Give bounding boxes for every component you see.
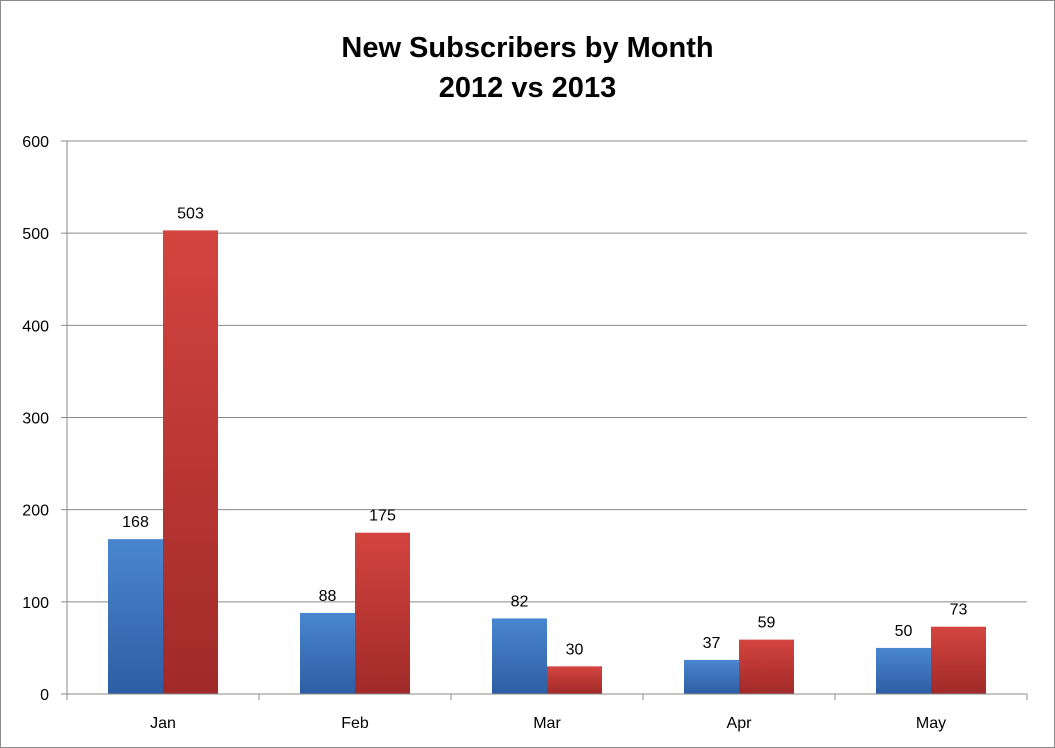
data-label: 59	[758, 615, 776, 632]
x-tick-label: Apr	[727, 715, 753, 732]
chart-title-line-1: New Subscribers by Month	[341, 32, 714, 64]
y-tick-label: 300	[22, 411, 49, 428]
x-tick-label: Jan	[150, 715, 176, 732]
data-label: 503	[177, 205, 204, 222]
bar-mar-series-1	[492, 618, 547, 694]
bar-feb-series-1	[300, 612, 355, 694]
bar-feb-series-2	[355, 532, 410, 694]
bar-mar-series-2	[547, 666, 602, 694]
chart-title-line-2: 2012 vs 2013	[438, 72, 617, 104]
x-tick-label: May	[916, 715, 946, 732]
y-tick-label: 100	[22, 595, 49, 612]
x-tick-label: Feb	[341, 715, 369, 732]
labels: 0 100 200 300 400 500 600 168 503 Jan 88 175 Feb 82 30…	[22, 134, 967, 732]
chart-title: New Subscribers by Month 2012 vs 2013	[0, 28, 1055, 108]
bar-jan-series-2	[163, 230, 218, 694]
bar-apr-series-1	[684, 659, 739, 694]
y-tick-label: 600	[22, 134, 49, 151]
bar-may-series-1	[876, 647, 931, 694]
data-label: 73	[950, 602, 968, 619]
gridlines	[67, 140, 1027, 603]
data-label: 30	[566, 641, 584, 658]
bars	[108, 230, 986, 694]
y-tick-label: 400	[22, 318, 49, 335]
data-label: 168	[122, 514, 149, 531]
data-label: 82	[511, 593, 529, 610]
data-label: 50	[895, 623, 913, 640]
bar-may-series-2	[931, 626, 986, 694]
y-tick-label: 500	[22, 226, 49, 243]
bar-jan-series-1	[108, 539, 163, 694]
axes	[61, 140, 1028, 700]
x-tick-label: Mar	[533, 715, 561, 732]
y-tick-label: 0	[40, 687, 49, 704]
data-label: 88	[319, 588, 337, 605]
y-tick-label: 200	[22, 503, 49, 520]
data-label: 175	[369, 508, 396, 525]
data-label: 37	[703, 635, 721, 652]
bar-apr-series-2	[739, 639, 794, 694]
